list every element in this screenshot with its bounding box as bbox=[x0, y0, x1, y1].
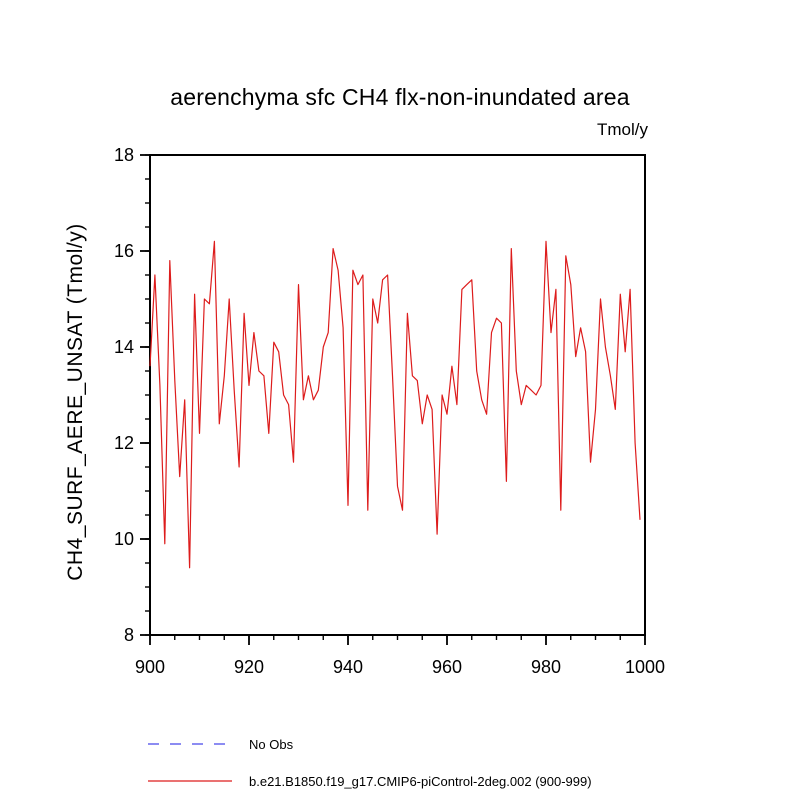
x-tick-label: 960 bbox=[432, 657, 462, 677]
units-label: Tmol/y bbox=[597, 120, 648, 139]
legend-label-dataset: b.e21.B1850.f19_g17.CMIP6-piControl-2deg… bbox=[249, 774, 592, 789]
y-tick-label: 8 bbox=[124, 625, 134, 645]
y-tick-label: 14 bbox=[114, 337, 134, 357]
x-tick-label: 920 bbox=[234, 657, 264, 677]
x-tick-label: 980 bbox=[531, 657, 561, 677]
x-tick-label: 1000 bbox=[625, 657, 665, 677]
y-tick-label: 10 bbox=[114, 529, 134, 549]
x-tick-label: 940 bbox=[333, 657, 363, 677]
chart-title: aerenchyma sfc CH4 flx-non-inundated are… bbox=[170, 84, 630, 110]
y-tick-label: 16 bbox=[114, 241, 134, 261]
legend-label-no-obs: No Obs bbox=[249, 737, 294, 752]
data-line bbox=[149, 240, 641, 569]
y-tick-label: 12 bbox=[114, 433, 134, 453]
plot-border bbox=[149, 154, 646, 636]
x-tick-label: 900 bbox=[135, 657, 165, 677]
y-tick-label: 18 bbox=[114, 145, 134, 165]
